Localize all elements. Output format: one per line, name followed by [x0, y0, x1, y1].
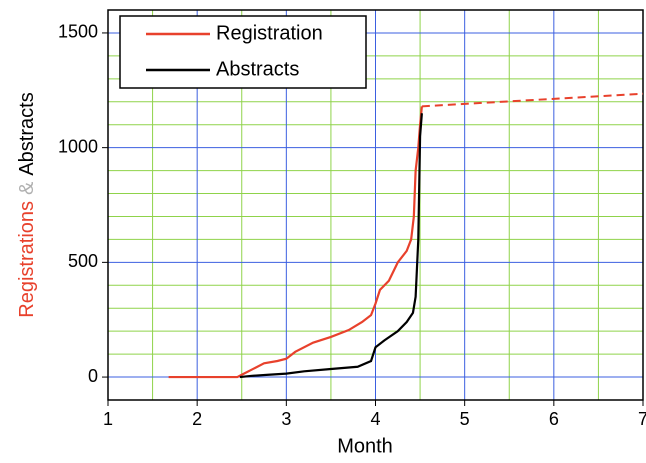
x-axis-label: Month	[337, 435, 393, 457]
y-axis-label-part: &	[16, 181, 38, 195]
legend-label: Registration	[216, 22, 323, 44]
legend-box	[119, 15, 367, 89]
y-axis-label: Registrations & Abstracts	[16, 92, 38, 317]
x-tick-label: 3	[281, 409, 291, 429]
x-tick-label: 5	[460, 409, 470, 429]
x-tick-label: 7	[638, 409, 646, 429]
legend-label: Abstracts	[216, 58, 299, 80]
projection-line	[421, 92, 644, 108]
line-series	[168, 106, 423, 379]
y-tick-label: 0	[88, 366, 98, 386]
plot-frame	[107, 9, 644, 401]
y-tick-label: 500	[68, 251, 98, 271]
line-series	[239, 113, 423, 379]
x-tick-label: 2	[192, 409, 202, 429]
y-tick-label: 1500	[58, 22, 98, 42]
y-tick-label: 1000	[58, 136, 98, 156]
y-axis-label-part: Registrations	[16, 201, 38, 318]
y-axis-label-part: Abstracts	[16, 92, 38, 175]
x-tick-label: 1	[103, 409, 113, 429]
x-tick-label: 4	[370, 409, 380, 429]
x-tick-label: 6	[549, 409, 559, 429]
